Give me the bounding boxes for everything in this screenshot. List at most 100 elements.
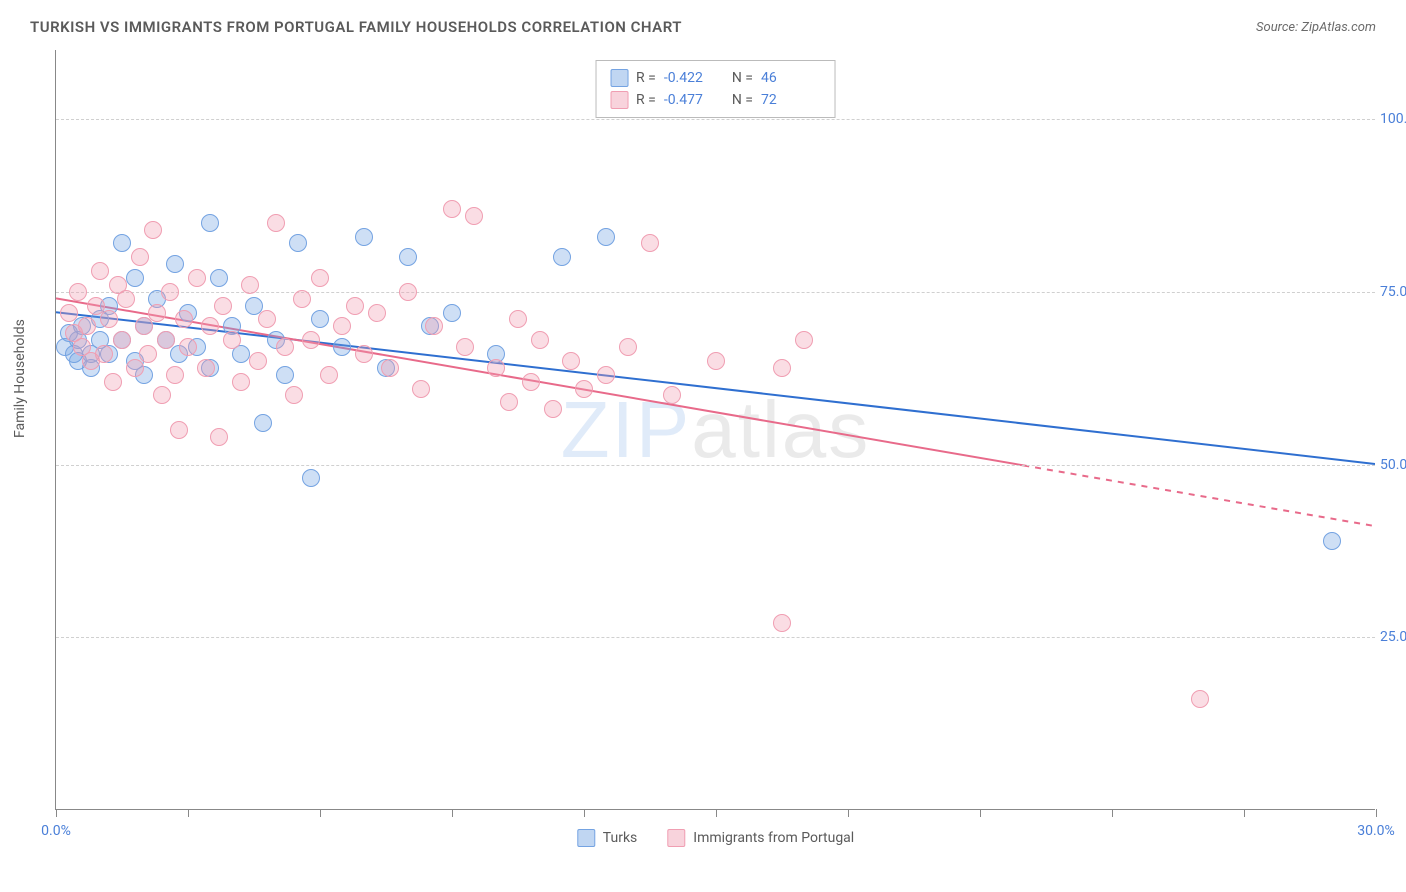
data-point — [104, 373, 122, 391]
data-point — [289, 234, 307, 252]
x-tick — [848, 809, 849, 817]
y-tick-label: 75.0% — [1380, 284, 1406, 300]
data-point — [285, 386, 303, 404]
data-point — [1191, 690, 1209, 708]
watermark: ZIPatlas — [561, 384, 870, 476]
data-point — [214, 297, 232, 315]
data-point — [170, 421, 188, 439]
data-point — [795, 331, 813, 349]
data-point — [487, 359, 505, 377]
data-point — [276, 338, 294, 356]
data-point — [78, 317, 96, 335]
data-point — [333, 317, 351, 335]
chart-area: ZIPatlas R = -0.422 N = 46 R = -0.477 N … — [55, 50, 1375, 810]
data-point — [346, 297, 364, 315]
data-point — [355, 228, 373, 246]
y-tick-label: 100.0% — [1380, 111, 1406, 127]
data-point — [175, 310, 193, 328]
data-point — [161, 283, 179, 301]
n-value-a: 46 — [761, 70, 821, 86]
x-tick — [584, 809, 585, 817]
data-point — [95, 345, 113, 363]
x-tick — [980, 809, 981, 817]
x-tick — [1244, 809, 1245, 817]
data-point — [333, 338, 351, 356]
data-point — [276, 366, 294, 384]
gridline — [56, 637, 1375, 638]
watermark-light: atlas — [691, 385, 870, 474]
data-point — [100, 310, 118, 328]
data-point — [311, 310, 329, 328]
data-point — [241, 276, 259, 294]
stats-row-a: R = -0.422 N = 46 — [610, 67, 821, 89]
y-tick-label: 50.0% — [1380, 457, 1406, 473]
trend-lines — [56, 50, 1375, 809]
r-label: R = — [636, 92, 656, 108]
data-point — [320, 366, 338, 384]
data-point — [148, 304, 166, 322]
gridline — [56, 465, 1375, 466]
data-point — [663, 386, 681, 404]
data-point — [597, 366, 615, 384]
data-point — [293, 290, 311, 308]
data-point — [311, 269, 329, 287]
x-tick-label: 30.0% — [1357, 823, 1395, 839]
data-point — [232, 373, 250, 391]
data-point — [443, 200, 461, 218]
data-point — [562, 352, 580, 370]
data-point — [210, 269, 228, 287]
data-point — [126, 269, 144, 287]
stats-legend: R = -0.422 N = 46 R = -0.477 N = 72 — [595, 60, 836, 118]
legend-item-portugal: Immigrants from Portugal — [667, 829, 854, 847]
legend-label: Turks — [603, 830, 638, 846]
swatch-portugal-icon — [667, 829, 685, 847]
data-point — [553, 248, 571, 266]
data-point — [500, 393, 518, 411]
data-point — [575, 380, 593, 398]
data-point — [465, 207, 483, 225]
data-point — [131, 248, 149, 266]
swatch-turks-icon — [610, 69, 628, 87]
data-point — [254, 414, 272, 432]
data-point — [544, 400, 562, 418]
data-point — [641, 234, 659, 252]
data-point — [153, 386, 171, 404]
data-point — [201, 317, 219, 335]
data-point — [113, 234, 131, 252]
data-point — [707, 352, 725, 370]
data-point — [368, 304, 386, 322]
r-label: R = — [636, 70, 656, 86]
n-label: N = — [732, 70, 753, 86]
data-point — [381, 359, 399, 377]
data-point — [60, 304, 78, 322]
data-point — [522, 373, 540, 391]
data-point — [91, 262, 109, 280]
data-point — [302, 331, 320, 349]
x-tick-label: 0.0% — [41, 823, 71, 839]
x-tick — [452, 809, 453, 817]
data-point — [443, 304, 461, 322]
data-point — [166, 255, 184, 273]
data-point — [201, 214, 219, 232]
data-point — [597, 228, 615, 246]
x-tick — [188, 809, 189, 817]
data-point — [188, 269, 206, 287]
bottom-legend: Turks Immigrants from Portugal — [577, 829, 854, 847]
swatch-turks-icon — [577, 829, 595, 847]
data-point — [210, 428, 228, 446]
source-label: Source: ZipAtlas.com — [1256, 20, 1376, 35]
data-point — [139, 345, 157, 363]
gridline — [56, 119, 1375, 120]
data-point — [258, 310, 276, 328]
data-point — [302, 469, 320, 487]
legend-item-turks: Turks — [577, 829, 638, 847]
data-point — [113, 331, 131, 349]
y-axis-label: Family Households — [12, 319, 28, 438]
data-point — [773, 359, 791, 377]
r-value-b: -0.477 — [664, 92, 724, 108]
data-point — [1323, 532, 1341, 550]
r-value-a: -0.422 — [664, 70, 724, 86]
x-tick — [320, 809, 321, 817]
y-tick-label: 25.0% — [1380, 629, 1406, 645]
data-point — [179, 338, 197, 356]
